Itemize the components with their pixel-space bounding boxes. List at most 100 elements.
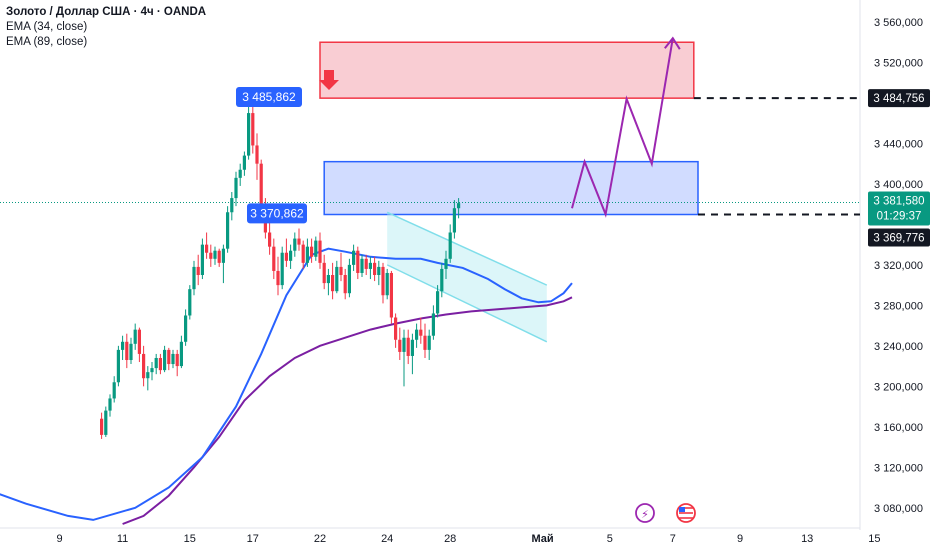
low-price-tag-bg [247,203,307,224]
x-tick-label: 5 [607,533,613,545]
x-tick-label: 22 [314,533,326,545]
candle-body [125,341,129,361]
candle-body [196,266,200,275]
candle-body [142,353,146,379]
candle-body [310,246,314,257]
ema89-legend: EMA (89, close) [6,36,88,48]
y-tick-label: 3 320,000 [874,260,923,272]
y-tick-label: 3 080,000 [874,503,923,515]
candle-body [137,329,141,354]
resistance-axis-label-bg [868,89,930,108]
candle-body [121,341,125,350]
candle-body [398,339,402,352]
y-tick-label: 3 400,000 [874,179,923,191]
candle-body [406,337,410,356]
y-tick-label: 3 440,000 [874,138,923,150]
candle-body [427,335,431,350]
us-flag-canton [679,507,685,512]
candle-body [347,264,351,294]
y-tick-label: 3 200,000 [874,381,923,393]
candle-body [415,329,419,340]
candle-body [205,244,209,253]
low-price-tag: 3 370,862 [250,206,304,220]
candle-body [356,250,360,273]
candle-body [100,418,104,435]
candle-body [192,266,196,290]
candle-body [339,266,343,275]
channel-lower-line [386,264,548,343]
candle-body [284,252,288,261]
symbol-title: Золото / Доллар США · 4ч · OANDA [6,6,207,18]
candle-body [352,250,356,265]
candle-body [217,250,221,263]
candle-body [389,272,393,318]
candle-body [335,266,339,292]
candle-body [108,398,112,411]
candle-body [322,262,326,284]
candle-body [226,212,230,249]
candle-body [402,337,406,352]
candle-body [297,238,301,245]
candle-body [112,382,116,399]
candle-body [419,329,423,336]
candle-body [440,268,444,292]
y-tick-label: 3 560,000 [874,17,923,29]
candle-body [259,163,263,207]
candle-body [150,368,154,373]
candle-body [116,349,120,383]
x-tick-label: 7 [670,533,676,545]
candle-body [163,349,167,371]
candle-body [377,266,381,275]
candle-body [146,372,150,379]
candle-body [133,329,137,344]
x-tick-label: 17 [247,533,259,545]
candle-body [251,113,255,146]
y-tick-label: 3 520,000 [874,57,923,69]
candle-body [167,349,171,365]
candle-body [268,232,272,247]
x-tick-label: 9 [737,533,743,545]
last-price-axis-label-bg [868,191,930,226]
x-tick-label: Май [532,533,554,545]
candle-body [171,353,175,365]
x-tick-label: 15 [184,533,196,545]
ema89-line [122,296,573,525]
candle-body [293,238,297,251]
candle-body [436,291,440,314]
candle-body [301,244,305,263]
candle-body [364,258,368,269]
candle-body [280,252,284,286]
candle-body [305,246,309,263]
supply-zone [319,41,695,99]
x-tick-label: 11 [117,533,128,545]
y-tick-label: 3 240,000 [874,341,923,353]
candle-body [129,343,133,361]
candle-body [326,275,330,284]
candle-body [158,357,162,371]
candle-body [221,248,225,263]
candle-body [452,208,456,233]
candle-body [242,155,246,170]
candle-body [410,339,414,356]
candle-body [394,317,398,340]
lightning-icon: ⚡ [641,508,649,521]
candle-body [200,244,204,275]
x-tick-label: 9 [57,533,63,545]
candle-body [104,410,108,435]
candle-body [188,289,192,316]
candle-body [444,258,448,269]
candle-body [289,250,293,261]
ema34-line [0,247,573,521]
countdown-label: 01:29:37 [877,211,922,223]
y-tick-label: 3 120,000 [874,462,923,474]
candle-body [385,272,389,296]
candle-body [360,258,364,273]
down-arrow-marker [319,70,339,90]
dividends-event-icon [635,503,655,523]
candle-body [373,262,377,275]
candle-body [234,177,238,199]
y-tick-label: 3 160,000 [874,422,923,434]
candle-body [255,145,259,164]
